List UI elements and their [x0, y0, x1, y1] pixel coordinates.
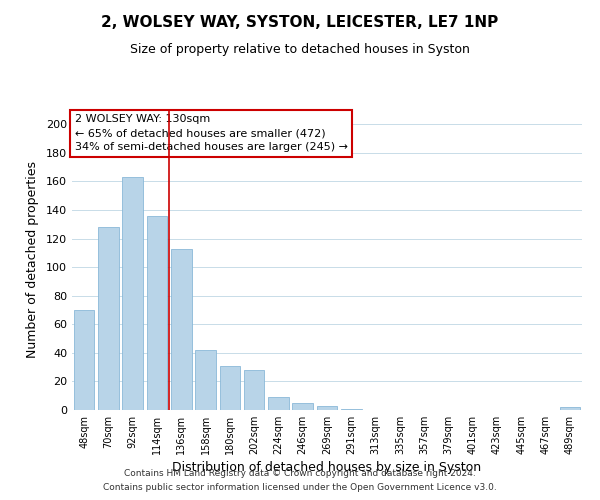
- Bar: [146, 216, 167, 410]
- Text: Contains HM Land Registry data © Crown copyright and database right 2024.: Contains HM Land Registry data © Crown c…: [124, 468, 476, 477]
- Bar: [171, 248, 191, 410]
- Text: Contains public sector information licensed under the Open Government Licence v3: Contains public sector information licen…: [103, 484, 497, 492]
- Y-axis label: Number of detached properties: Number of detached properties: [26, 162, 39, 358]
- X-axis label: Distribution of detached houses by size in Syston: Distribution of detached houses by size …: [172, 461, 482, 474]
- Bar: [292, 403, 313, 410]
- Bar: [122, 177, 143, 410]
- Bar: [244, 370, 265, 410]
- Bar: [220, 366, 240, 410]
- Bar: [317, 406, 337, 410]
- Text: Size of property relative to detached houses in Syston: Size of property relative to detached ho…: [130, 42, 470, 56]
- Bar: [74, 310, 94, 410]
- Bar: [268, 397, 289, 410]
- Text: 2 WOLSEY WAY: 130sqm
← 65% of detached houses are smaller (472)
34% of semi-deta: 2 WOLSEY WAY: 130sqm ← 65% of detached h…: [74, 114, 347, 152]
- Text: 2, WOLSEY WAY, SYSTON, LEICESTER, LE7 1NP: 2, WOLSEY WAY, SYSTON, LEICESTER, LE7 1N…: [101, 15, 499, 30]
- Bar: [560, 407, 580, 410]
- Bar: [98, 227, 119, 410]
- Bar: [341, 408, 362, 410]
- Bar: [195, 350, 216, 410]
